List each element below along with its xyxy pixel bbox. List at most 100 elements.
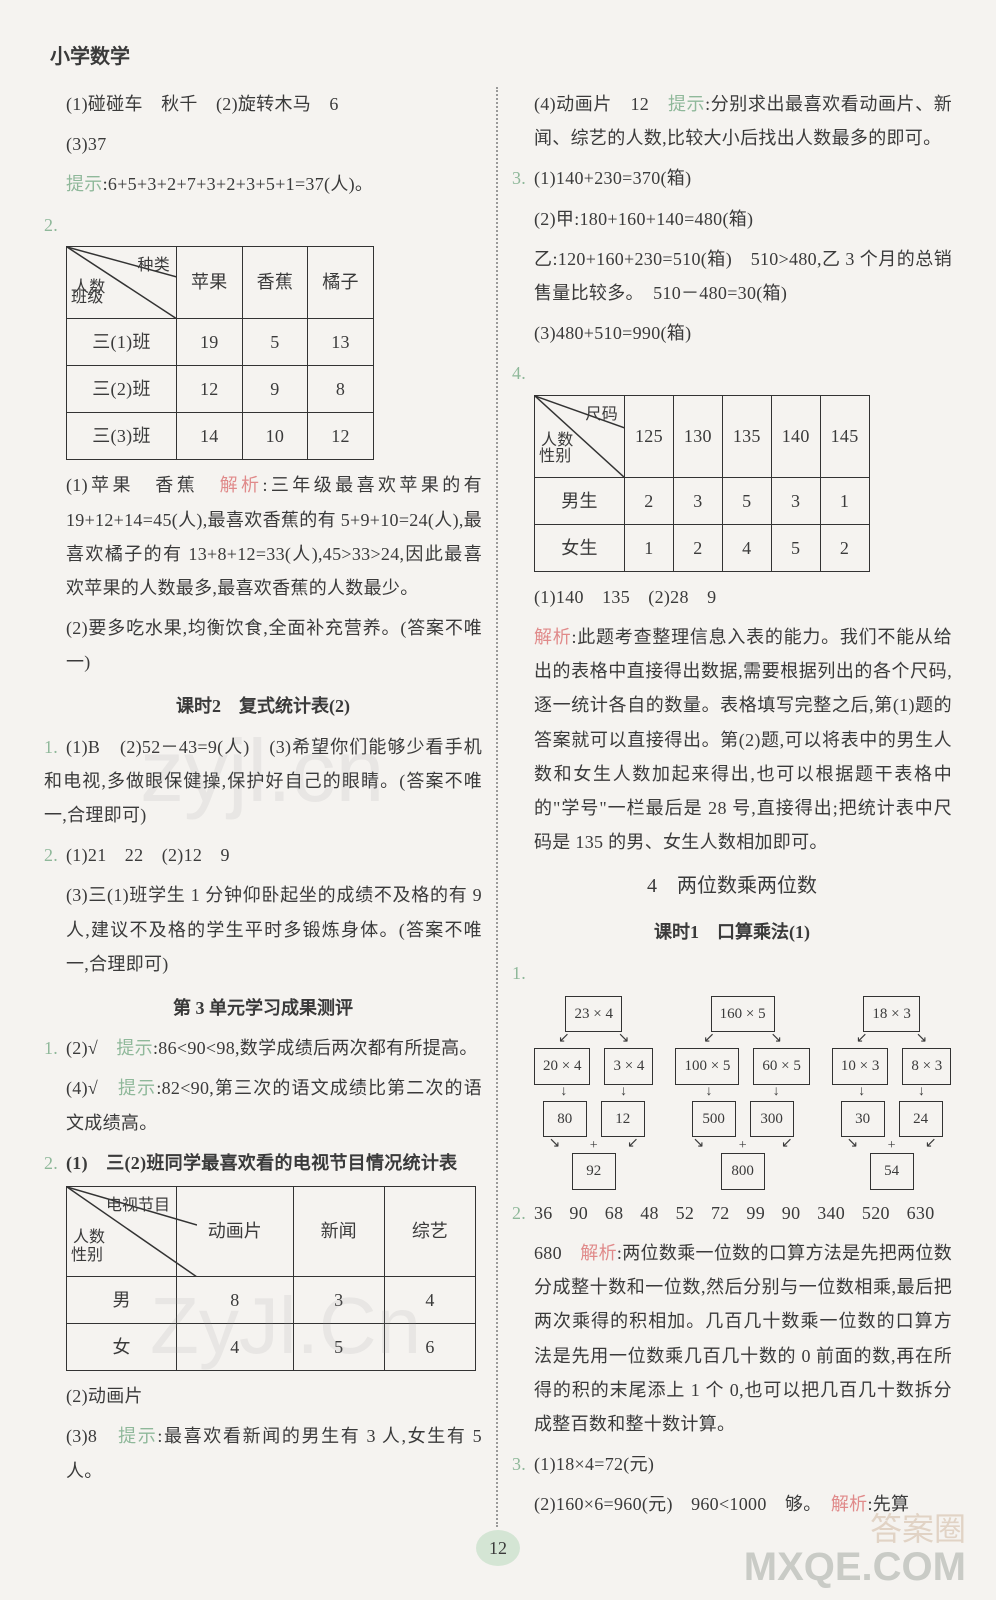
tree-block: 1. — [512, 956, 952, 990]
col-header: 香蕉 — [242, 246, 308, 318]
question-number: 1. — [44, 1031, 66, 1065]
analysis-label: 解析 — [831, 1494, 868, 1514]
box: 3 × 4 — [604, 1048, 653, 1085]
hint-label: 提示 — [118, 1426, 157, 1446]
text: 班级 — [71, 283, 104, 313]
tree: 160 × 5 ↙↘ 100 × 560 × 5 ↓↓ 500300 ↘+↙ 8… — [675, 996, 809, 1190]
text: (2)甲:180+160+140=480(箱) — [512, 202, 952, 236]
text: :86<90<98,数学成绩后两次都有所提高。 — [153, 1038, 478, 1058]
box: 60 × 5 — [753, 1048, 809, 1085]
text: (1)苹果 香蕉 — [66, 475, 220, 495]
text: 680 — [534, 1243, 580, 1263]
row-header: 三(2)班 — [67, 365, 177, 412]
page-header: 小学数学 — [0, 0, 996, 77]
box: 160 × 5 — [711, 996, 775, 1033]
text: 解析:此题考查整理信息入表的能力。我们不能从给出的表格中直接得出数据,需要根据列… — [512, 620, 952, 859]
section-title: 第 3 单元学习成果测评 — [44, 991, 482, 1025]
text: (3)三(1)班学生 1 分钟仰卧起坐的成绩不及格的有 9 人,建议不及格的学生… — [44, 878, 482, 981]
text: (1)21 22 (2)12 9 — [66, 845, 230, 865]
cell: 4 — [722, 524, 771, 571]
row-header: 三(1)班 — [67, 318, 177, 365]
cell: 1 — [820, 477, 869, 524]
main-content: (1)碰碰车 秋千 (2)旋转木马 6 (3)37 提示:6+5+3+2+7+3… — [0, 77, 996, 1527]
col-header: 新闻 — [293, 1186, 384, 1276]
box: 20 × 4 — [534, 1048, 590, 1085]
question-number: 2. — [44, 1146, 66, 1180]
text: 1.(2)√ 提示:86<90<98,数学成绩后两次都有所提高。 — [44, 1031, 482, 1065]
fruit-table: 种类 人数 班级 苹果 香蕉 橘子 三(1)班19513 三(2)班1298 三… — [66, 246, 374, 461]
text: (4)√ 提示:82<90,第三次的语文成绩比第二次的语文成绩高。 — [44, 1071, 482, 1139]
box: 10 × 3 — [832, 1048, 888, 1085]
text: (2)要多吃水果,均衡饮食,全面补充营养。(答案不唯一) — [44, 611, 482, 679]
cell: 12 — [308, 413, 374, 460]
left-column: (1)碰碰车 秋千 (2)旋转木马 6 (3)37 提示:6+5+3+2+7+3… — [30, 87, 498, 1527]
text: 3.(1)18×4=72(元) — [512, 1447, 952, 1481]
row-header: 三(3)班 — [67, 413, 177, 460]
text: (3)480+510=990(箱) — [512, 316, 952, 350]
row-header: 女生 — [535, 524, 625, 571]
text: (3)37 — [44, 127, 482, 161]
text: (4)动画片 12 — [534, 94, 668, 114]
text: (2)160×6=960(元) 960<1000 够。 解析:先算 — [512, 1487, 952, 1521]
question-number: 1. — [44, 730, 66, 764]
text: 性别 — [539, 442, 572, 472]
question-number: 2. — [512, 1196, 534, 1230]
text: (4)动画片 12 提示:分别求出最喜欢看动画片、新闻、综艺的人数,比较大小后找… — [512, 87, 952, 155]
col-header: 综艺 — [384, 1186, 475, 1276]
box: 24 — [899, 1101, 943, 1138]
hint-label: 提示 — [668, 94, 705, 114]
text: (1)B (2)52－43=9(人) (3)希望你们能够少看手机和电视,多做眼保… — [44, 737, 482, 825]
section-title: 课时2 复式统计表(2) — [44, 689, 482, 723]
text: 1.(1)B (2)52－43=9(人) (3)希望你们能够少看手机和电视,多做… — [44, 730, 482, 833]
text: (1)18×4=72(元) — [534, 1454, 654, 1474]
cell: 3 — [293, 1276, 384, 1323]
text: 2.(1) 三(2)班同学最喜欢看的电视节目情况统计表 — [44, 1146, 482, 1180]
question-number: 2. — [44, 208, 66, 242]
text: (1)140+230=370(箱) — [534, 168, 691, 188]
cell: 8 — [308, 365, 374, 412]
box: 92 — [572, 1153, 616, 1190]
text: 680 解析:两位数乘一位数的口算方法是先把两位数分成整十数和一位数,然后分别与… — [512, 1236, 952, 1441]
box: 80 — [543, 1101, 587, 1138]
col-header: 130 — [673, 395, 722, 477]
box: 30 — [841, 1101, 885, 1138]
col-header: 135 — [722, 395, 771, 477]
text: (2)160×6=960(元) 960<1000 够。 — [534, 1494, 831, 1514]
cell: 13 — [308, 318, 374, 365]
text: (2)√ — [66, 1038, 116, 1058]
cell: 4 — [177, 1324, 294, 1371]
text: (4)√ — [66, 1078, 118, 1098]
calc-trees: 23 × 4 ↙↘ 20 × 43 × 4 ↓↓ 8012 ↘+↙ 92 160… — [534, 996, 952, 1190]
table-diag-header: 电视节目 人数 性别 — [67, 1186, 177, 1276]
cell: 5 — [771, 524, 820, 571]
tree: 18 × 3 ↙↘ 10 × 38 × 3 ↓↓ 3024 ↘+↙ 54 — [832, 996, 951, 1190]
question-number: 3. — [512, 1447, 534, 1481]
tree: 23 × 4 ↙↘ 20 × 43 × 4 ↓↓ 8012 ↘+↙ 92 — [534, 996, 653, 1190]
cell: 3 — [673, 477, 722, 524]
text: :两位数乘一位数的口算方法是先把两位数分成整十数和一位数,然后分别与一位数相乘,… — [534, 1243, 952, 1434]
cell: 5 — [293, 1324, 384, 1371]
table-diag-header: 种类 人数 班级 — [67, 246, 177, 318]
col-header: 140 — [771, 395, 820, 477]
row-header: 男生 — [535, 477, 625, 524]
cell: 3 — [771, 477, 820, 524]
hint-label: 提示 — [66, 174, 103, 194]
cell: 5 — [242, 318, 308, 365]
cell: 10 — [242, 413, 308, 460]
cell: 4 — [384, 1276, 475, 1323]
page-number: 12 — [476, 1530, 520, 1566]
question-number: 4. — [512, 356, 534, 390]
cell: 19 — [177, 318, 243, 365]
analysis-label: 解析 — [534, 627, 572, 647]
table-block: 2. 种类 人数 班级 苹果 香蕉 橘子 三(1)班19513 三(2)班129… — [44, 208, 482, 461]
question-number: 2. — [44, 838, 66, 872]
box: 300 — [750, 1101, 794, 1138]
right-column: (4)动画片 12 提示:分别求出最喜欢看动画片、新闻、综艺的人数,比较大小后找… — [498, 87, 966, 1527]
box: 23 × 4 — [565, 996, 621, 1033]
text: 2.36 90 68 48 52 72 99 90 340 520 630 — [512, 1196, 952, 1230]
box: 54 — [870, 1153, 914, 1190]
text: 种类 — [137, 251, 170, 281]
col-header: 橘子 — [308, 246, 374, 318]
text: :此题考查整理信息入表的能力。我们不能从给出的表格中直接得出数据,需要根据列出的… — [534, 627, 952, 852]
question-number: 1. — [512, 956, 534, 990]
